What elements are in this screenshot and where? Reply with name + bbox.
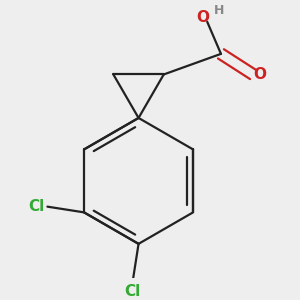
Text: Cl: Cl	[28, 199, 44, 214]
Text: Cl: Cl	[125, 284, 141, 299]
Text: O: O	[196, 10, 209, 25]
Text: O: O	[254, 67, 266, 82]
Text: H: H	[214, 4, 224, 17]
